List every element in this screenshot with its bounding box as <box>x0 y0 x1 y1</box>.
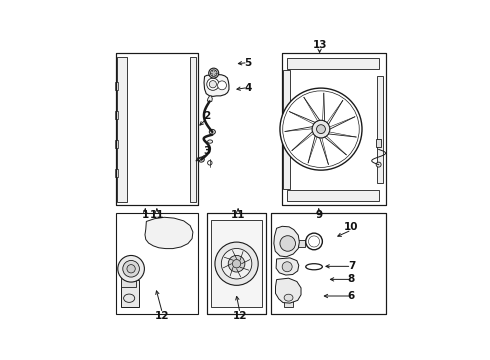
Bar <box>282 53 386 205</box>
Circle shape <box>376 162 381 167</box>
Circle shape <box>210 70 217 76</box>
Ellipse shape <box>198 157 204 162</box>
Bar <box>117 57 127 202</box>
Bar <box>116 53 197 205</box>
Text: 11: 11 <box>231 210 245 220</box>
Circle shape <box>221 248 252 279</box>
Bar <box>298 240 305 247</box>
Circle shape <box>208 161 212 165</box>
Circle shape <box>306 233 322 250</box>
Polygon shape <box>145 217 193 249</box>
Text: 4: 4 <box>244 82 251 93</box>
Polygon shape <box>274 226 299 257</box>
Bar <box>282 53 386 205</box>
Circle shape <box>280 88 362 170</box>
Bar <box>283 70 290 189</box>
Text: 1: 1 <box>142 210 149 220</box>
Text: 11: 11 <box>149 210 164 220</box>
Circle shape <box>309 236 319 247</box>
Bar <box>121 270 136 287</box>
Bar <box>377 76 383 183</box>
Text: 5: 5 <box>244 58 251 68</box>
Bar <box>115 82 118 90</box>
Text: 3: 3 <box>203 146 210 156</box>
Bar <box>115 169 118 177</box>
Ellipse shape <box>123 294 135 302</box>
Bar <box>207 213 267 314</box>
Bar <box>287 58 379 69</box>
Ellipse shape <box>208 140 213 143</box>
Polygon shape <box>275 278 301 303</box>
Text: 8: 8 <box>348 274 355 284</box>
Ellipse shape <box>306 264 322 270</box>
Circle shape <box>123 260 140 277</box>
Ellipse shape <box>209 129 216 134</box>
Polygon shape <box>207 96 212 102</box>
Bar <box>271 213 386 314</box>
Bar <box>271 213 386 314</box>
Circle shape <box>312 120 330 138</box>
Bar <box>115 111 118 119</box>
Bar <box>116 213 197 314</box>
Text: 2: 2 <box>203 111 210 121</box>
Text: 13: 13 <box>312 40 327 50</box>
Circle shape <box>218 81 226 90</box>
Polygon shape <box>276 258 299 275</box>
Ellipse shape <box>284 294 293 301</box>
Circle shape <box>118 256 145 282</box>
Text: 10: 10 <box>344 222 359 232</box>
Circle shape <box>228 255 245 272</box>
Bar <box>116 53 197 205</box>
Polygon shape <box>204 75 229 96</box>
Circle shape <box>282 262 292 272</box>
Bar <box>207 213 267 314</box>
Bar <box>284 292 293 307</box>
Circle shape <box>232 260 241 268</box>
Circle shape <box>127 265 135 273</box>
Circle shape <box>283 91 359 167</box>
Circle shape <box>209 68 219 78</box>
Bar <box>121 280 139 307</box>
Text: 12: 12 <box>233 311 247 321</box>
Text: 7: 7 <box>348 261 355 271</box>
Circle shape <box>215 242 258 285</box>
Text: 9: 9 <box>315 210 322 220</box>
Bar <box>287 190 379 201</box>
Bar <box>376 139 381 147</box>
Bar <box>190 57 196 202</box>
Text: 6: 6 <box>348 291 355 301</box>
Text: 12: 12 <box>155 311 170 321</box>
Bar <box>211 220 262 307</box>
Bar <box>115 140 118 148</box>
Circle shape <box>207 78 219 90</box>
Circle shape <box>209 81 217 88</box>
Circle shape <box>317 125 325 134</box>
Circle shape <box>280 236 295 251</box>
